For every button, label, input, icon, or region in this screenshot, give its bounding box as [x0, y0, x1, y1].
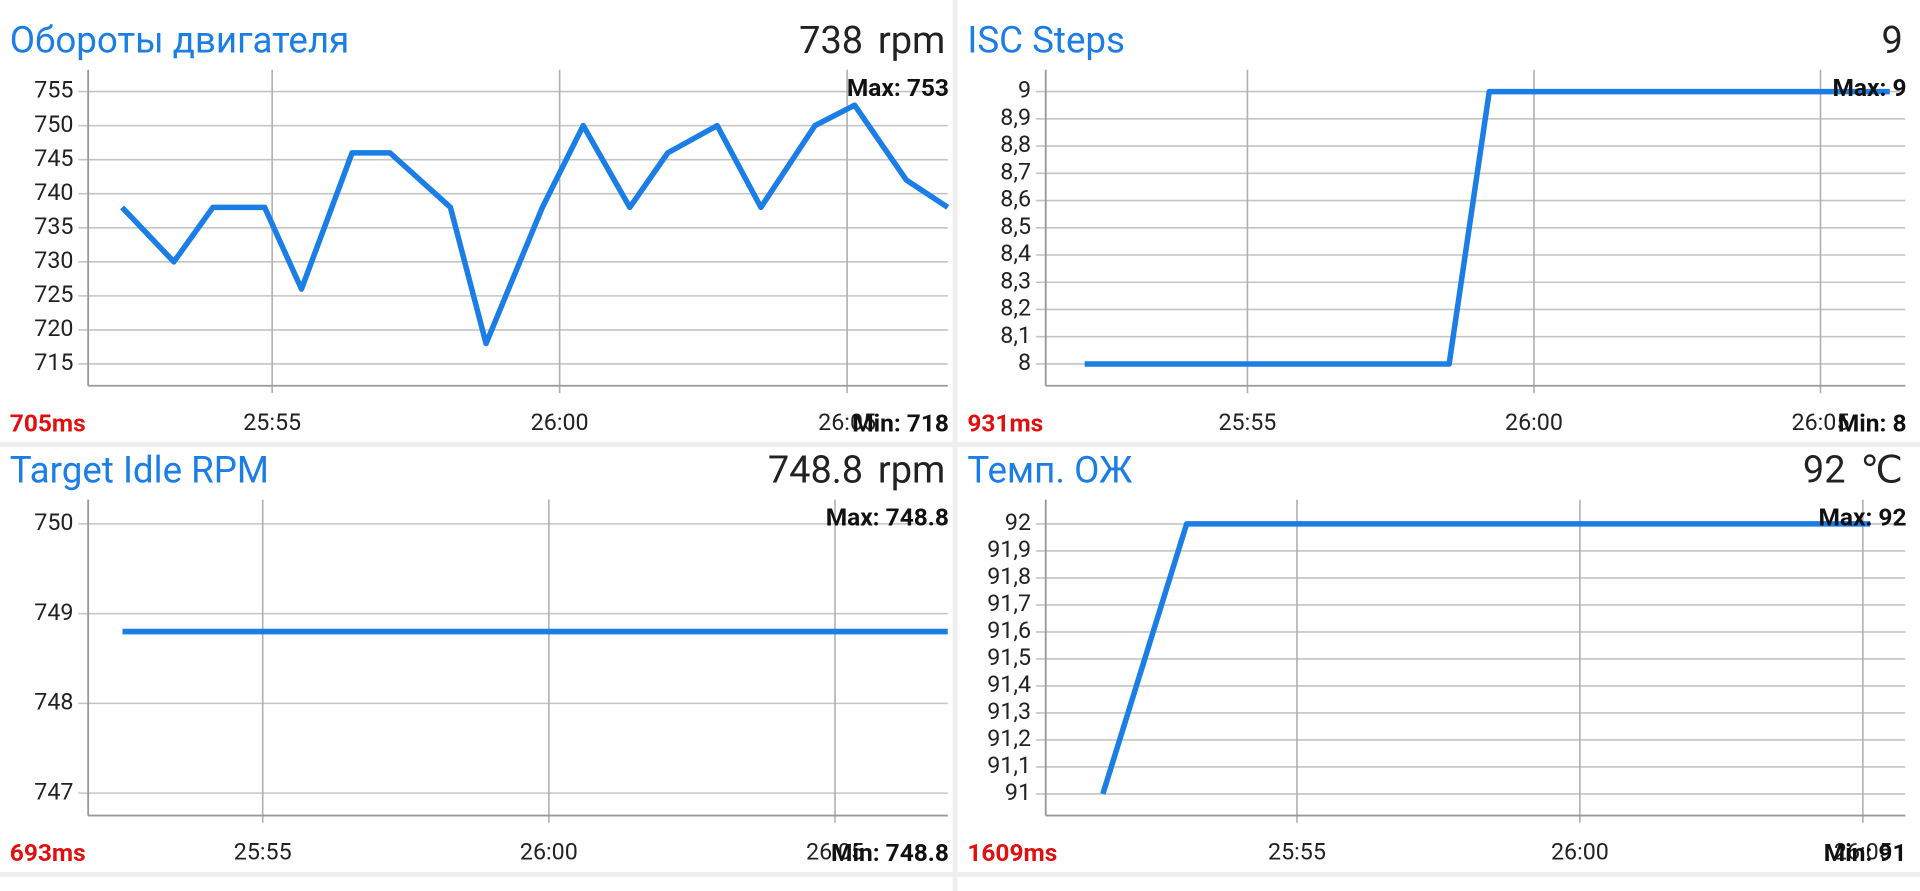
y-tick-label: 725 — [34, 280, 73, 308]
y-tick-label: 91,7 — [987, 589, 1031, 617]
y-tick-label: 749 — [34, 598, 73, 626]
unit: rpm — [878, 19, 945, 63]
min-label: Min: 718 — [852, 408, 949, 437]
y-tick-label: 91,4 — [987, 670, 1031, 698]
latency: 931ms — [967, 408, 1043, 437]
y-tick-label: 8,8 — [1000, 130, 1031, 158]
x-tick-label: 26:00 — [520, 838, 578, 866]
chart-panel: Темп. ОЖ 92 ℃9191,191,291,391,491,591,691,… — [967, 448, 1906, 867]
max-label: Max: 9 — [1833, 73, 1907, 102]
y-tick-label: 8,3 — [1000, 266, 1031, 294]
y-tick-label: 91,9 — [987, 535, 1031, 563]
y-tick-label: 92 — [1005, 508, 1031, 536]
data-line — [120, 102, 950, 347]
y-tick-label: 9 — [1018, 76, 1031, 104]
unit: rpm — [878, 449, 945, 493]
y-tick-label: 8,1 — [1000, 321, 1031, 349]
current-value: 92 ℃ — [1803, 449, 1903, 493]
chart-panel: ISC Steps 988,18,28,38,48,58,68,78,88,992… — [967, 19, 1906, 438]
y-tick-label: 747 — [34, 777, 73, 805]
y-tick-label: 730 — [34, 246, 73, 274]
min-label: Min: 8 — [1838, 408, 1907, 437]
y-tick-label: 740 — [34, 178, 73, 206]
max-label: Max: 748.8 — [826, 503, 949, 532]
chart-title: Target Idle RPM — [10, 448, 269, 491]
y-tick-label: 8,2 — [1000, 294, 1031, 322]
y-tick-label: 745 — [34, 144, 73, 172]
x-tick-label: 26:00 — [1505, 408, 1563, 436]
value: 738 — [799, 19, 863, 63]
current-value: 748.8 rpm — [768, 449, 945, 493]
y-tick-label: 748 — [34, 688, 73, 716]
x-tick-label: 26:05 — [818, 408, 876, 436]
y-tick-label: 8,4 — [1000, 239, 1031, 267]
max-label: Max: 92 — [1818, 503, 1906, 532]
x-tick-label: 26:00 — [1551, 838, 1609, 866]
x-tick-label: 25:55 — [243, 408, 301, 436]
max-label: Max: 753 — [847, 73, 949, 102]
y-tick-label: 91 — [1005, 778, 1031, 806]
y-tick-label: 91,5 — [987, 643, 1031, 671]
latency: 693ms — [10, 838, 86, 867]
x-tick-label: 26:00 — [531, 408, 589, 436]
y-tick-label: 8,7 — [1000, 157, 1031, 185]
data-line — [1100, 521, 1871, 795]
y-tick-label: 91,6 — [987, 616, 1031, 644]
y-tick-label: 91,1 — [987, 751, 1031, 779]
divider — [0, 871, 1920, 877]
y-tick-label: 8 — [1018, 348, 1031, 376]
x-tick-label: 25:55 — [1218, 408, 1276, 436]
value: 92 — [1803, 449, 1846, 493]
unit: ℃ — [1860, 449, 1903, 493]
value: 9 — [1882, 19, 1903, 63]
y-tick-label: 8,5 — [1000, 212, 1031, 240]
y-tick-label: 750 — [34, 110, 73, 138]
data-line — [1084, 88, 1890, 367]
y-tick-label: 735 — [34, 212, 73, 240]
y-tick-label: 755 — [34, 76, 73, 104]
value: 748.8 — [768, 449, 863, 493]
latency: 705ms — [10, 408, 86, 437]
min-label: Min: 748.8 — [831, 838, 949, 867]
y-tick-label: 91,8 — [987, 562, 1031, 590]
divider — [0, 442, 1920, 447]
chart-title: Темп. ОЖ — [967, 448, 1133, 491]
chart-title: Обороты двигателя — [10, 19, 349, 62]
x-tick-label: 25:55 — [1268, 838, 1326, 866]
chart-panel: Target Idle RPM 748.8 rpm 747 748 749 750 25:55… — [10, 448, 949, 867]
latency: 1609ms — [967, 838, 1057, 867]
y-tick-label: 750 — [34, 508, 73, 536]
current-value: 9 — [1882, 19, 1903, 63]
min-label: Min: 91 — [1824, 838, 1907, 867]
y-tick-label: 715 — [34, 348, 73, 376]
chart-title: ISC Steps — [967, 19, 1125, 62]
y-tick-label: 91,3 — [987, 697, 1031, 725]
y-tick-label: 8,9 — [1000, 103, 1031, 131]
chart-panel: Обороты двигателя 738 rpm 715 720 725 730 735 74… — [10, 19, 950, 437]
y-tick-label: 91,2 — [987, 724, 1031, 752]
x-tick-label: 25:55 — [234, 838, 292, 866]
y-tick-label: 8,6 — [1000, 185, 1031, 213]
y-tick-label: 720 — [34, 314, 73, 342]
x-tick-label: 26:05 — [1834, 838, 1892, 866]
x-tick-label: 26:05 — [806, 838, 864, 866]
current-value: 738 rpm — [799, 19, 945, 63]
x-tick-label: 26:05 — [1792, 408, 1850, 436]
